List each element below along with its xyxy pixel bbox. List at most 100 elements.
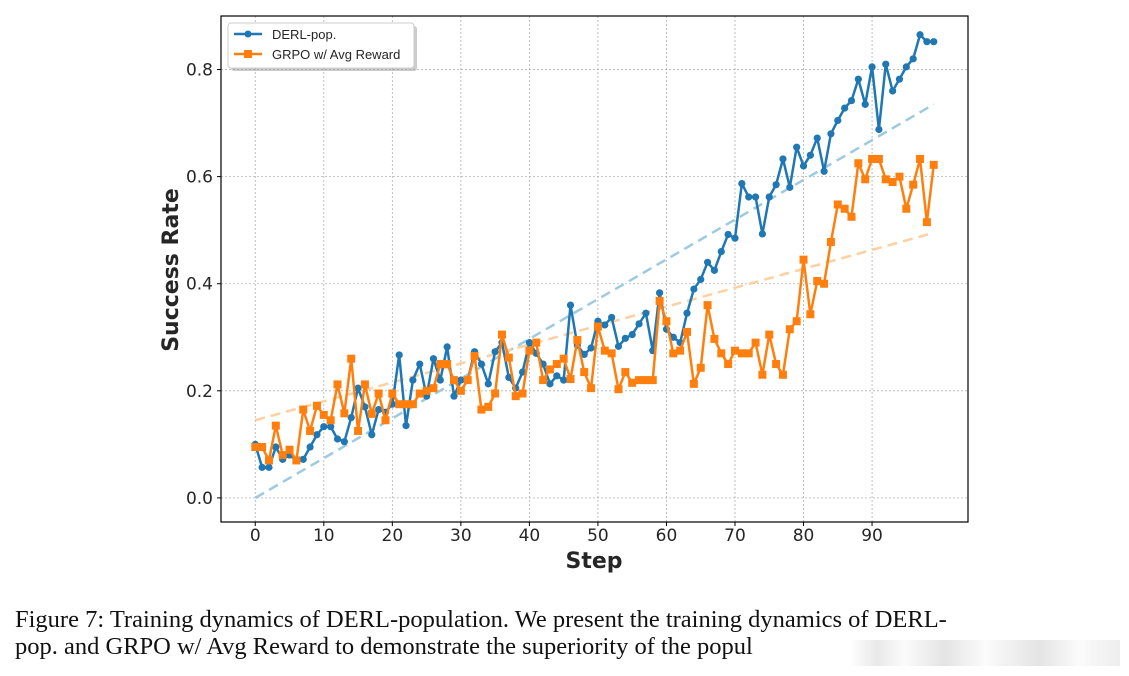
caption-line-2: pop. and GRPO w/ Avg Reward to demonstra… [15, 633, 753, 660]
data-point [655, 296, 664, 305]
data-point [299, 405, 308, 414]
data-point [408, 400, 417, 409]
legend-marker-derl [244, 30, 252, 38]
data-point [573, 335, 582, 344]
data-point [922, 218, 931, 227]
x-axis-title: Step [565, 549, 622, 574]
grid [221, 16, 968, 522]
data-point [895, 172, 904, 181]
data-point [669, 349, 678, 358]
data-point [333, 435, 342, 443]
data-point [491, 389, 500, 398]
data-point [930, 38, 938, 46]
data-point [470, 352, 479, 361]
data-point [518, 389, 527, 398]
data-point [587, 344, 595, 352]
data-point [505, 373, 513, 382]
data-point [347, 354, 356, 363]
data-point [539, 376, 548, 385]
data-point [518, 368, 527, 376]
data-point [868, 154, 877, 163]
data-point [909, 55, 917, 63]
data-point [265, 463, 273, 471]
data-point [635, 320, 643, 328]
data-point [778, 370, 787, 379]
data-point [320, 423, 328, 431]
data-point [463, 376, 472, 385]
data-point [443, 360, 452, 369]
data-point [395, 400, 404, 409]
data-point [881, 175, 890, 184]
data-point [436, 360, 445, 369]
data-point [724, 230, 732, 239]
data-point [888, 177, 897, 186]
data-point [272, 443, 280, 451]
data-point [552, 360, 561, 369]
data-point [847, 212, 856, 221]
data-point [607, 349, 616, 358]
data-point [525, 346, 534, 355]
data-point [497, 330, 506, 339]
data-point [354, 384, 362, 392]
y-tick-label: 0.2 [186, 382, 213, 402]
y-tick-label: 0.6 [186, 168, 213, 188]
data-point [553, 372, 561, 380]
data-point [737, 349, 746, 358]
data-point [916, 31, 924, 39]
data-point [717, 247, 725, 256]
data-point [258, 443, 267, 452]
data-point [834, 116, 842, 125]
data-point [806, 310, 815, 319]
data-point [450, 376, 459, 385]
series-grpo-avg-reward [251, 154, 938, 465]
data-point [854, 159, 863, 168]
data-point [456, 386, 465, 395]
data-point [799, 255, 808, 264]
data-series [251, 31, 938, 471]
data-point [402, 400, 411, 409]
data-point [264, 456, 273, 465]
y-tick-label: 0.8 [186, 61, 213, 81]
data-point [306, 443, 314, 451]
watermark-overlay [850, 640, 1120, 666]
x-tick-label: 60 [656, 526, 678, 546]
data-point [689, 379, 698, 388]
data-point [854, 75, 862, 83]
data-point [751, 193, 760, 201]
data-point [882, 60, 890, 68]
data-point [799, 162, 808, 170]
data-point [826, 237, 835, 246]
data-point [779, 155, 787, 163]
data-point [402, 422, 410, 430]
data-point [690, 285, 698, 293]
figure-caption: Figure 7: Training dynamics of DERL-popu… [15, 606, 1115, 660]
data-point [368, 431, 376, 439]
data-point [504, 353, 513, 362]
y-tick-label: 0.0 [186, 489, 213, 509]
data-point [525, 339, 533, 347]
data-point [560, 376, 568, 384]
data-point [683, 327, 692, 336]
data-point [354, 426, 363, 435]
data-point [436, 376, 444, 384]
data-point [532, 338, 541, 347]
data-point [758, 370, 767, 379]
data-point [813, 134, 821, 142]
data-point [566, 301, 575, 309]
data-point [511, 392, 520, 401]
data-point [491, 348, 499, 356]
data-point [340, 438, 348, 446]
x-tick-label: 40 [519, 526, 541, 546]
data-point [841, 104, 849, 112]
data-point [251, 443, 260, 452]
data-point [909, 180, 918, 189]
data-point [477, 360, 486, 368]
y-axis-title: Success Rate [159, 188, 184, 352]
data-point [429, 384, 438, 393]
data-point [621, 334, 629, 342]
data-point [580, 368, 589, 377]
data-point [847, 97, 856, 105]
data-point [902, 204, 911, 213]
data-point [868, 63, 876, 71]
series-line [254, 33, 934, 469]
